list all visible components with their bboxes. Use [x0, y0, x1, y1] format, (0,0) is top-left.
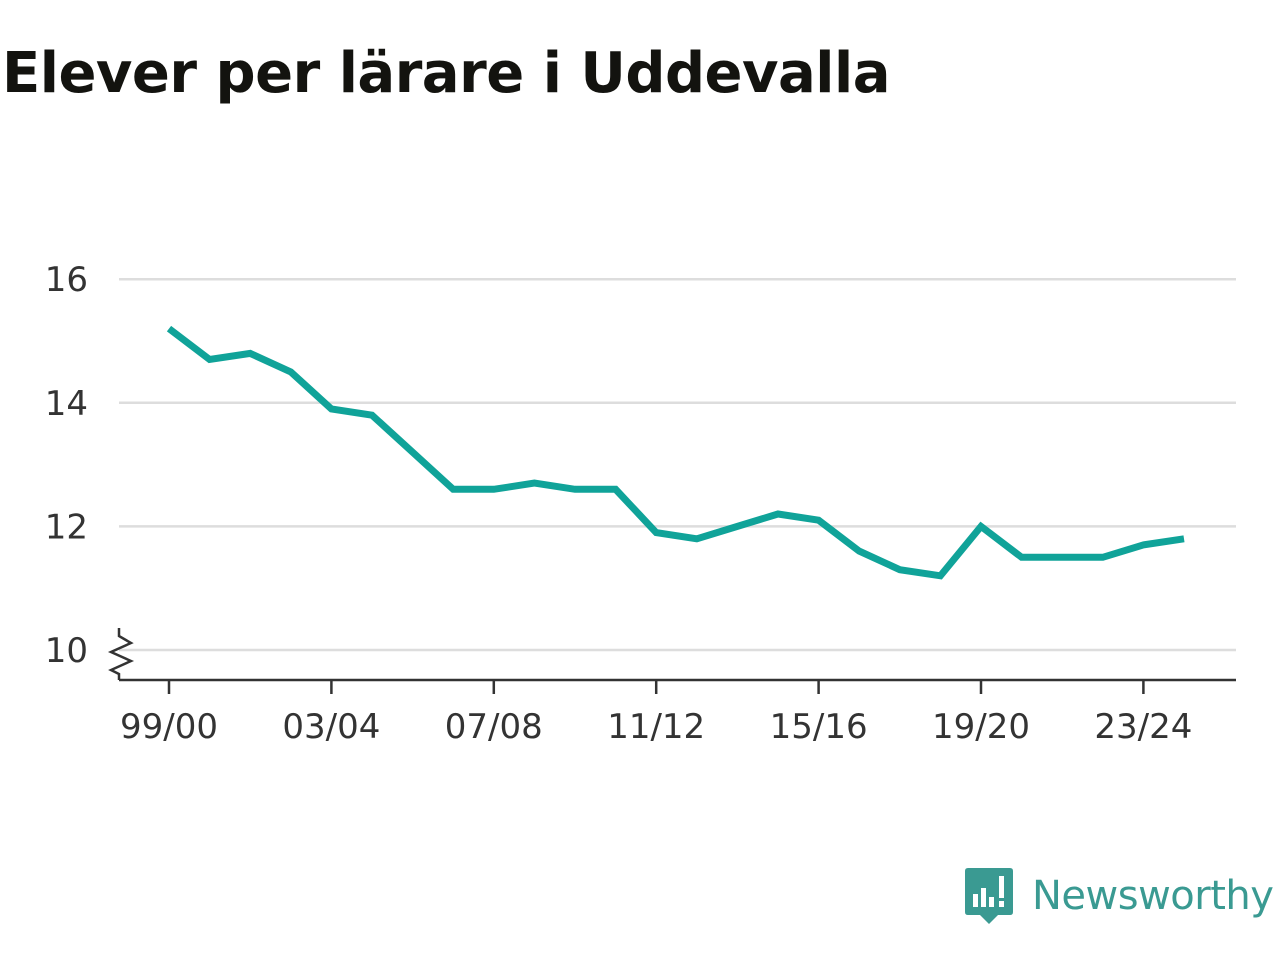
axes: 10 12 14 16 99/00 03/04 07/08 11/12 15/16 19/20 23…	[45, 260, 1236, 747]
newsworthy-logo-icon	[965, 868, 1013, 924]
brand-logo: Newsworthy	[964, 866, 1274, 926]
y-axis-break	[107, 628, 135, 680]
x-tick-label: 03/04	[282, 707, 380, 747]
y-tick-label: 10	[45, 631, 88, 671]
y-tick-label: 12	[45, 507, 88, 547]
y-tick-label: 16	[45, 260, 88, 300]
chart-title: Elever per lärare i Uddevalla	[2, 41, 890, 106]
series-layer	[166, 325, 1185, 580]
series-line	[166, 325, 1185, 580]
x-tick-label: 07/08	[445, 707, 543, 747]
y-tick-label: 14	[45, 384, 88, 424]
x-tick-label: 19/20	[932, 707, 1030, 747]
x-tick-label: 23/24	[1094, 707, 1192, 747]
x-tick-label: 15/16	[770, 707, 868, 747]
gridlines	[119, 277, 1236, 652]
x-tick-label: 11/12	[607, 707, 705, 747]
brand-name: Newsworthy	[1032, 873, 1274, 919]
x-tick-label: 99/00	[120, 707, 218, 747]
